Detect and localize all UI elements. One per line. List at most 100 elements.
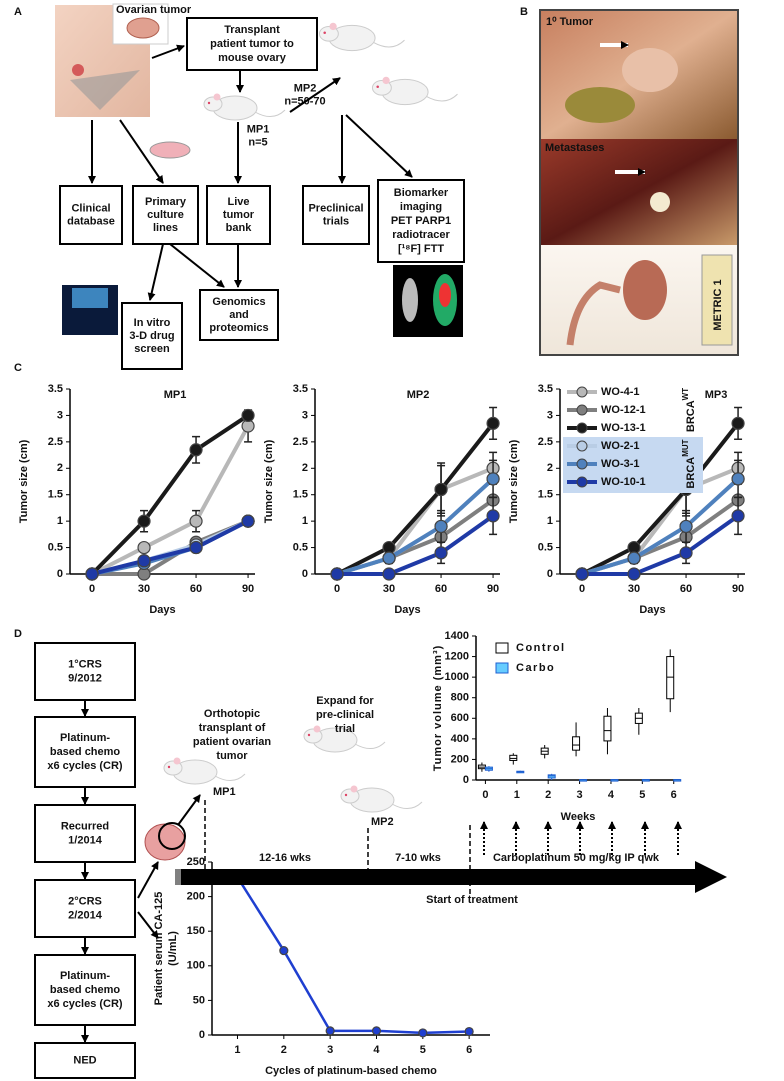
interval-label: 12-16 wks bbox=[259, 852, 311, 864]
photo-label: METRIC 1 bbox=[712, 279, 724, 330]
mouse-label: n=5 bbox=[248, 136, 267, 148]
legend-label: Carbo bbox=[516, 662, 555, 674]
dish-illustration bbox=[149, 141, 191, 159]
legend-swatch bbox=[495, 662, 509, 674]
x-tick-label: 0 bbox=[89, 583, 95, 595]
x-tick-label: 90 bbox=[732, 583, 744, 595]
flow-box-text: patient tumor to bbox=[210, 38, 294, 50]
flow-box-text: 1°CRS bbox=[68, 658, 102, 670]
mouse-ear bbox=[382, 76, 390, 85]
data-point bbox=[241, 514, 255, 528]
y-tick-label: 1.5 bbox=[48, 489, 63, 501]
mouse-illustration bbox=[203, 93, 286, 121]
flow-box bbox=[186, 17, 318, 71]
legend-swatch bbox=[576, 458, 588, 470]
y-axis-label: Patient serum CA-125 (U/mL) bbox=[153, 892, 179, 1006]
mouse-ear bbox=[173, 757, 181, 765]
x-axis-label: Cycles of platinum-based chemo bbox=[265, 1065, 437, 1077]
arrow bbox=[177, 794, 201, 826]
x-tick-label: 60 bbox=[435, 583, 447, 595]
data-point bbox=[434, 546, 448, 560]
flow-box-text: Transplant bbox=[224, 24, 280, 36]
flow-box-text: imaging bbox=[400, 201, 442, 213]
mouse-head bbox=[371, 79, 392, 96]
flow-box-text: culture bbox=[147, 209, 184, 221]
x-axis-label: Days bbox=[394, 604, 420, 616]
flow-box-text: Platinum- bbox=[60, 732, 110, 744]
start-label: Start of treatment bbox=[426, 894, 518, 906]
data-point bbox=[137, 540, 151, 555]
mouse-illustration bbox=[340, 785, 423, 813]
data-line bbox=[581, 477, 740, 576]
data-point bbox=[279, 945, 289, 956]
y-tick-label: 1.5 bbox=[293, 489, 308, 501]
interval-label: Carboplatinum 50 mg/kg IP qwk bbox=[493, 852, 660, 864]
legend-label: WO-13-1 bbox=[601, 422, 646, 434]
y-tick-label: 600 bbox=[451, 712, 469, 724]
y-tick-label: 3.5 bbox=[48, 383, 63, 395]
flow-box-text: Live bbox=[227, 196, 249, 208]
mouse-eye bbox=[207, 101, 211, 105]
y-tick-label: 400 bbox=[451, 733, 469, 745]
arrow bbox=[137, 911, 159, 939]
mouse-label: MP1 bbox=[247, 123, 270, 135]
data-line bbox=[91, 519, 249, 576]
x-tick-label: 1 bbox=[234, 1044, 240, 1056]
mouse-eye bbox=[344, 793, 348, 797]
x-tick-label: 90 bbox=[242, 583, 254, 595]
x-tick-label: 30 bbox=[628, 583, 640, 595]
data-line bbox=[582, 514, 740, 576]
flow-box-text: based chemo bbox=[50, 746, 121, 758]
y-tick-label: 200 bbox=[451, 753, 469, 765]
flow-box bbox=[34, 804, 136, 863]
flow-box-text: Platinum- bbox=[60, 970, 110, 982]
panel-label: B bbox=[520, 6, 528, 18]
data-point bbox=[627, 551, 641, 565]
tumor-outline bbox=[158, 822, 186, 850]
y-tick-label: 150 bbox=[187, 925, 205, 937]
mouse-ear bbox=[329, 22, 337, 31]
y-tick-label: 3.5 bbox=[538, 383, 553, 395]
flow-box-text: In vitro bbox=[134, 317, 171, 329]
y-tick-label: 2 bbox=[547, 462, 553, 474]
flow-box-text: based chemo bbox=[50, 984, 121, 996]
data-point bbox=[486, 472, 500, 486]
annotation: transplant of bbox=[199, 722, 266, 734]
arrow bbox=[151, 44, 185, 59]
flow-box bbox=[302, 185, 370, 245]
y-tick-label: 3.5 bbox=[293, 383, 308, 395]
legend-label: Control bbox=[516, 642, 566, 654]
flow-box bbox=[199, 289, 279, 341]
timeline-marker: MP1 bbox=[213, 786, 236, 798]
y-tick-label: 2.5 bbox=[293, 436, 308, 448]
arrow bbox=[345, 114, 413, 178]
flow-box-text: PET PARP1 bbox=[391, 215, 451, 227]
legend-label: WO-12-1 bbox=[601, 404, 646, 416]
flow-box bbox=[34, 642, 136, 701]
x-tick-label: 3 bbox=[577, 789, 583, 801]
flow-box-text: Preclinical bbox=[308, 202, 363, 214]
mouse-head bbox=[203, 96, 223, 112]
flow-box-text: NED bbox=[73, 1054, 96, 1066]
pet-scan-hot bbox=[439, 283, 451, 307]
box bbox=[572, 736, 581, 751]
x-tick-label: 5 bbox=[420, 1044, 426, 1056]
y-axis-label: Tumor size (cm) bbox=[263, 439, 275, 523]
y-tick-label: 0 bbox=[547, 568, 553, 580]
x-tick-label: 2 bbox=[545, 789, 551, 801]
data-point bbox=[371, 1026, 382, 1036]
data-line bbox=[581, 422, 740, 576]
data-point bbox=[731, 472, 745, 486]
x-axis-label: Days bbox=[639, 604, 665, 616]
flow-box-text: Clinical bbox=[71, 202, 110, 214]
interval-label: 7-10 wks bbox=[395, 852, 441, 864]
timeline-marker: MP2 bbox=[371, 816, 394, 828]
mouse-tail bbox=[372, 39, 405, 48]
arrow bbox=[147, 243, 164, 301]
mouse-illustration bbox=[318, 22, 405, 52]
drug-screen-plate bbox=[72, 288, 108, 308]
x-tick-label: 1 bbox=[514, 789, 520, 801]
photo-label: Metastases bbox=[545, 142, 604, 154]
flow-box-text: trials bbox=[323, 215, 349, 227]
x-tick-label: 30 bbox=[383, 583, 395, 595]
